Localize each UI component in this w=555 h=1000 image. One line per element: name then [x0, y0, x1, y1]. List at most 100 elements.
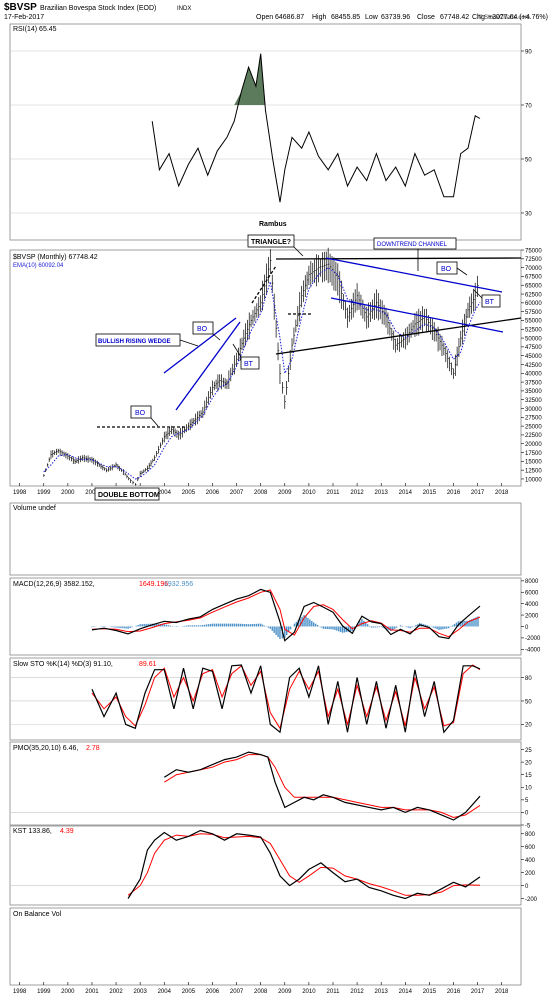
obv-label: On Balance Vol: [13, 911, 62, 918]
kst-signal-label: 4.39: [60, 828, 74, 835]
macd-hist-bar: [141, 624, 143, 627]
macd-hist-bar: [440, 626, 442, 630]
y-tick-label: 5: [525, 798, 529, 804]
y-tick-label: 10000: [525, 477, 542, 483]
macd-hist-bar: [453, 624, 456, 627]
pmo-panel: PMO(35,20,10) 6.46, 2.78 25 20 15 10 5 0 -5: [10, 745, 532, 829]
macd-hist-bar: [289, 626, 292, 630]
rsi-overbought-fill: [152, 53, 480, 105]
bullish-wedge-text: BULLISH RISING WEDGE: [98, 339, 171, 345]
x-tick-label: 1998: [13, 490, 27, 496]
macd-hist-bar: [303, 615, 305, 627]
macd-hist-bar: [205, 624, 208, 627]
macd-axis: 8000 6000 4000 2000 0 -2000 -4000: [521, 579, 541, 654]
macd-hist-bar: [409, 626, 411, 629]
x-tick-label: 2004: [158, 989, 172, 995]
x-tick-label: 2003: [133, 989, 147, 995]
macd-hist-bar: [233, 623, 236, 627]
y-tick-label: 30: [525, 211, 532, 217]
x-tick-label: 2010: [302, 989, 316, 995]
panel-frame-macd: [9, 577, 522, 656]
macd-hist-bar: [386, 626, 388, 630]
y-tick-label: 75000: [525, 248, 542, 254]
panel-frame-sto: [9, 657, 522, 741]
kst-axis: 800 600 400 200 0 -200: [10, 832, 538, 903]
macd-hist-bar: [314, 623, 317, 627]
rsi-line: [151, 53, 481, 203]
y-tick-label: 800: [525, 832, 536, 838]
macd-hist-bar: [436, 626, 438, 630]
x-tick-label: 2004: [158, 490, 172, 496]
symbol-label: $BVSP: [4, 2, 37, 13]
high-value: 68455.85: [331, 14, 360, 21]
macd-hist-bar: [380, 626, 382, 628]
triangle-top-line: [275, 257, 522, 260]
macd-hist-bar: [401, 625, 404, 627]
x-tick-label: 2013: [375, 989, 389, 995]
macd-hist-bar: [284, 626, 286, 638]
macd-hist-bar: [336, 626, 338, 631]
y-tick-label: 0: [525, 884, 529, 890]
triangle-bottom-line: [275, 317, 522, 355]
macd-hist-bar: [243, 624, 246, 627]
macd-hist-bar: [367, 624, 369, 627]
macd-hist-bar: [295, 621, 298, 627]
macd-histogram: [91, 615, 479, 640]
y-tick-label: 67500: [525, 275, 542, 281]
macd-hist-bar: [455, 622, 458, 627]
macd-hist-bar: [359, 621, 361, 627]
volume-panel: Volume undef: [13, 505, 56, 512]
macd-hist-bar: [247, 624, 250, 627]
macd-hist-bar: [271, 626, 273, 631]
x-tick-label: 2001: [85, 989, 99, 995]
macd-hist-bar: [475, 617, 477, 627]
macd-hist-bar: [442, 626, 444, 630]
macd-hist-bar: [183, 625, 186, 627]
macd-hist-bar: [167, 625, 169, 627]
x-tick-label: 1999: [37, 490, 51, 496]
bo-text-1: BO: [135, 410, 146, 417]
x-tick-label: 2006: [206, 989, 220, 995]
macd-hist-bar: [365, 622, 367, 627]
macd-hist-bar: [411, 626, 413, 628]
macd-hist-bar: [195, 625, 198, 627]
macd-hist-bar: [338, 626, 340, 632]
macd-hist-bar: [129, 626, 131, 629]
y-tick-label: 65000: [525, 284, 542, 290]
price-bars: [43, 247, 479, 486]
index-name: Brazilian Bovespa Stock Index (EOD): [40, 5, 156, 12]
macd-hist-bar: [277, 626, 279, 637]
y-tick-label: 35000: [525, 389, 542, 395]
macd-hist-bar: [405, 626, 407, 628]
x-tick-label: 2006: [206, 490, 220, 496]
y-tick-label: 27500: [525, 416, 542, 422]
x-tick-label: 2017: [471, 490, 485, 496]
bo-callout-3: BO: [436, 261, 468, 276]
bottom-x-axis: 1998 1999 2000 2001 2002 2003 2004 2005 2006 2007…: [13, 982, 509, 995]
macd-hist-bar: [259, 623, 262, 627]
macd-hist-bar: [189, 625, 192, 627]
x-tick-label: 2007: [230, 490, 244, 496]
macd-hist-bar: [368, 625, 371, 627]
macd-hist-bar: [197, 625, 200, 627]
open-label: Open: [256, 14, 273, 21]
macd-hist-bar: [123, 626, 125, 629]
macd-hist-bar: [213, 623, 216, 627]
close-label: Close: [417, 14, 435, 21]
bo-callout-2: BO: [192, 321, 221, 341]
macd-hist-bar: [446, 626, 448, 629]
x-tick-label: 2018: [495, 989, 509, 995]
macd-hist-bar: [322, 626, 325, 629]
y-tick-label: 400: [525, 858, 536, 864]
macd-hist-bar: [185, 625, 188, 627]
macd-hist-bar: [390, 626, 392, 632]
x-tick-label: 2009: [278, 490, 292, 496]
macd-hist-bar: [424, 624, 427, 627]
macd-label: MACD(12,26,9) 3582.152,: [13, 581, 95, 588]
macd-hist-bar: [199, 625, 202, 627]
macd-hist-bar: [299, 618, 301, 627]
panel-frame-obv: [9, 907, 522, 986]
y-tick-label: 42500: [525, 363, 542, 369]
low-label: Low: [365, 14, 379, 21]
